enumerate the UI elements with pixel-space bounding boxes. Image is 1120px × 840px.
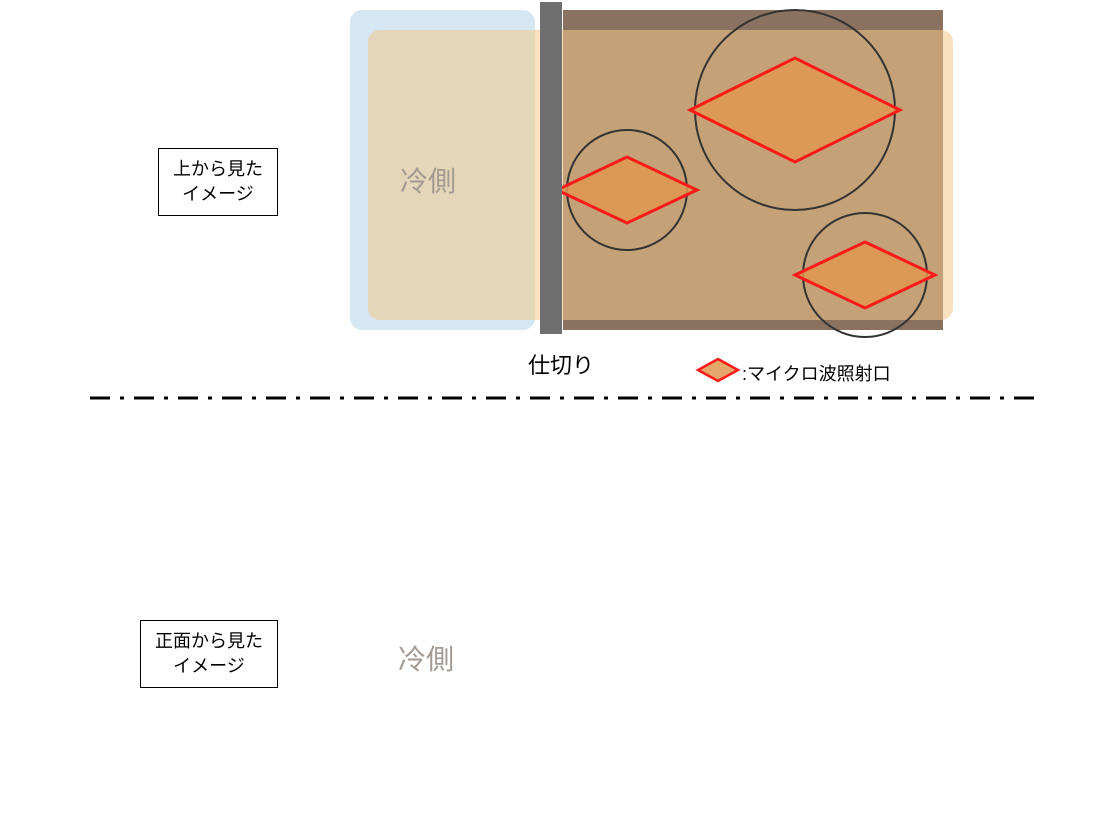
diagram-canvas: 上から見た イメージ 冷側 仕切り :マイクロ波照射口 正面から見た イメージ … — [0, 0, 1120, 840]
front-view-svg — [0, 0, 1120, 840]
front-cold-side-label: 冷側 — [398, 638, 454, 678]
front-view-label: 正面から見た イメージ — [140, 620, 278, 688]
